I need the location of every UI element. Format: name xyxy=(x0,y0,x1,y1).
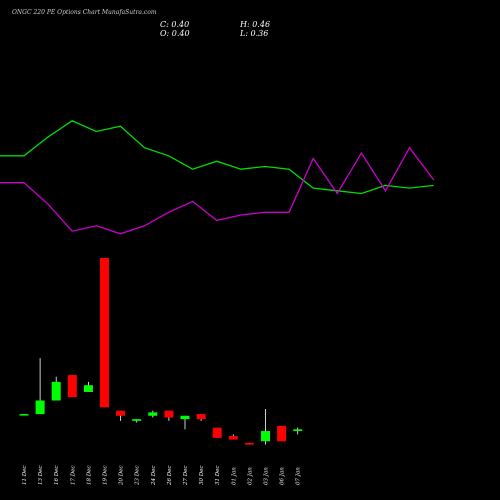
x-tick-label: 11 Dec xyxy=(22,466,28,486)
x-tick-label: 03 Jan xyxy=(264,467,270,485)
candle-body xyxy=(212,427,222,438)
candle-body xyxy=(180,415,190,420)
candle-body xyxy=(83,385,93,393)
x-tick-label: 06 Jan xyxy=(280,467,286,485)
candle-body xyxy=(51,381,61,401)
indicator-line-magenta xyxy=(0,146,435,235)
x-tick-label: 18 Dec xyxy=(86,466,92,486)
candle-body xyxy=(67,375,77,398)
x-tick-label: 07 Jan xyxy=(296,467,302,485)
chart-title: ONGC 220 PE Options Chart MunafaSutra.co… xyxy=(12,9,157,16)
candle-body xyxy=(277,425,287,442)
x-tick-label: 20 Dec xyxy=(119,466,125,487)
high-value: H: 0.46 xyxy=(240,20,271,29)
candle-body xyxy=(228,436,238,440)
candle-body xyxy=(261,431,270,442)
candle-body xyxy=(132,419,142,421)
x-tick-label: 30 Dec xyxy=(199,466,205,486)
candle-body xyxy=(116,410,126,416)
open-value: O: 0.40 xyxy=(160,29,190,38)
x-tick-label: 19 Dec xyxy=(103,466,109,486)
candle-body xyxy=(100,258,109,408)
candle-body xyxy=(148,412,158,416)
candle-body xyxy=(196,414,206,420)
candle-body xyxy=(35,400,45,415)
x-tick-label: 27 Dec xyxy=(183,466,189,487)
x-tick-label: 26 Dec xyxy=(167,466,173,487)
x-tick-label: 24 Dec xyxy=(151,466,157,487)
close-value: C: 0.40 xyxy=(160,20,190,29)
low-value: L: 0.36 xyxy=(240,29,269,38)
x-tick-label: 01 Jan xyxy=(231,467,237,485)
indicator-line-green xyxy=(0,120,434,195)
x-tick-label: 17 Dec xyxy=(70,466,76,486)
x-tick-label: 23 Dec xyxy=(135,466,141,487)
x-tick-label: 02 Jan xyxy=(247,467,253,485)
candle-body xyxy=(19,414,29,416)
candle-body xyxy=(164,410,174,418)
candle-body xyxy=(244,442,254,445)
x-tick-label: 16 Dec xyxy=(54,466,60,486)
x-tick-label: 31 Dec xyxy=(215,466,221,486)
x-tick-label: 13 Dec xyxy=(38,466,44,486)
candle-body xyxy=(293,429,303,432)
